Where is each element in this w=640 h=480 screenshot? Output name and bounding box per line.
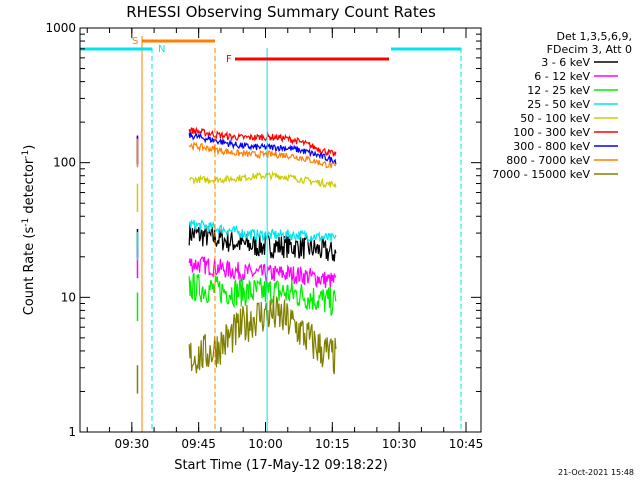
series-line-8 [188,141,337,169]
x-tick-label: 10:30 [382,437,417,451]
series-line-3 [188,273,337,316]
y-tick-label: 1 [68,425,76,439]
series-line-1 [188,223,337,262]
y-tick-label: 1000 [45,21,76,35]
y-tick-label: 10 [61,290,76,304]
legend-header-1: Det 1,3,5,6,9, [556,30,632,43]
legend-label-5: 50 - 100 keV [520,112,590,125]
series-line-9 [188,295,337,375]
x-axis-label: Start Time (17-May-12 09:18:22) [174,458,388,473]
flag-label-N: N [158,44,165,55]
legend-label-7: 300 - 800 keV [513,140,590,153]
x-tick-label: 10:45 [449,437,484,451]
series-line-4 [188,219,337,243]
legend-label-1: 3 - 6 keV [541,56,590,69]
plot-area: S N F [80,36,462,432]
legend-header-2: FDecim 3, Att 0 [547,43,632,56]
x-tick-label: 10:15 [315,437,350,451]
flag-label-F: F [226,54,232,65]
y-tick-label: 100 [53,156,76,170]
x-tick-label: 09:45 [181,437,216,451]
legend-label-3: 12 - 25 keV [527,84,590,97]
legend-label-2: 6 - 12 keV [534,70,590,83]
axes: 1 10 100 1000 09:30 09:45 10:00 10:15 10:30 10:45 [45,21,483,451]
legend-label-9: 7000 - 15000 keV [492,168,590,181]
axes-frame [79,27,482,433]
legend-label-6: 100 - 300 keV [513,126,590,139]
footer-timestamp: 21-Oct-2021 15:48 [558,468,634,477]
series-line-5 [188,170,337,189]
legend-label-8: 800 - 7000 keV [506,154,590,167]
legend-label-4: 25 - 50 keV [527,98,590,111]
series-line-6 [188,126,337,157]
y-axis-label: Count Rate (s-1 detector-1) [21,145,37,316]
series-line-2 [188,256,337,289]
x-tick-label: 09:30 [115,437,150,451]
series-line-7 [188,132,337,165]
flag-label-S: S [132,36,138,47]
x-tick-label: 10:00 [248,437,283,451]
chart-title: RHESSI Observing Summary Count Rates [126,3,436,21]
